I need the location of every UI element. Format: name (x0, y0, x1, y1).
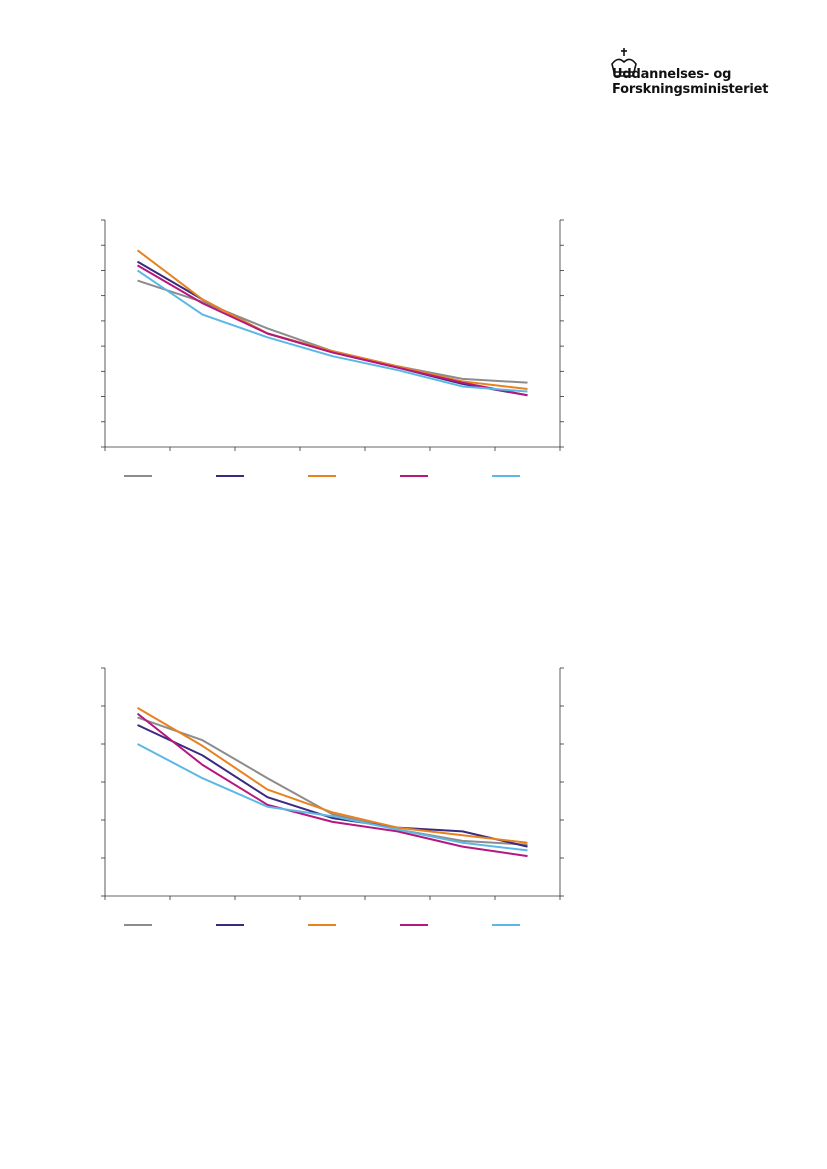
series-line (136, 707, 528, 844)
series-line (137, 743, 528, 852)
logo: Uddannelses- og Forskningsministeriet (612, 67, 768, 97)
series-line (136, 249, 528, 390)
charts (101, 219, 564, 926)
series-line (136, 712, 528, 858)
logo-line: Forskningsministeriet (612, 82, 769, 97)
series-line (136, 269, 528, 393)
series-line (137, 716, 528, 846)
series-line (136, 264, 528, 397)
crown-icon (611, 48, 637, 77)
series-line (137, 724, 528, 848)
series-line (136, 260, 528, 397)
logo-line: Uddannelses- og (612, 67, 732, 82)
